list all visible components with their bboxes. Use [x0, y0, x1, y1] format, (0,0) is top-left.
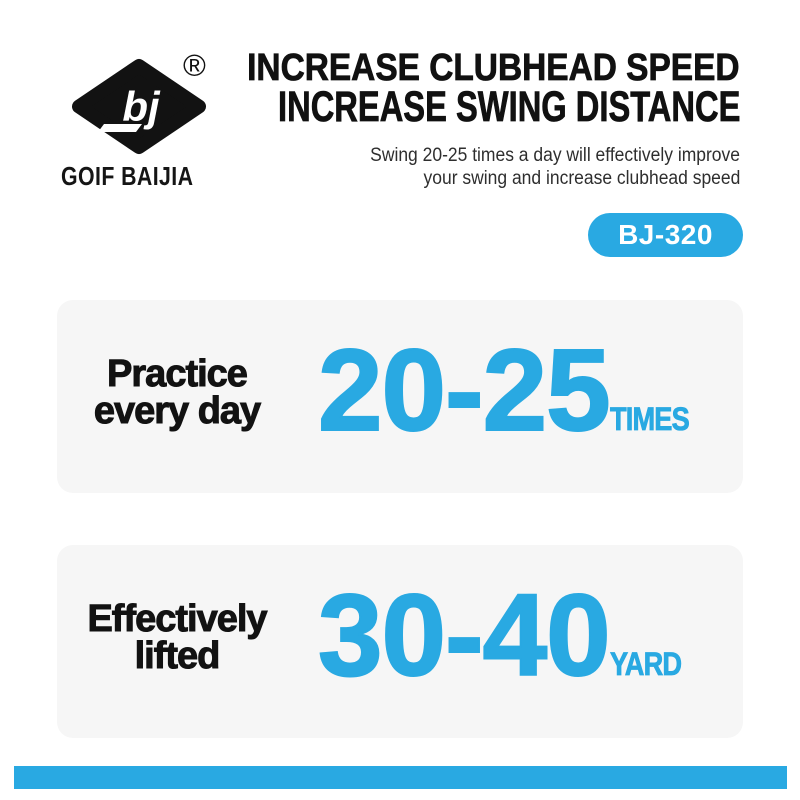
logo-monogram: bj — [122, 83, 161, 130]
stat-label-line-2: lifted — [134, 635, 221, 677]
footer-accent-bar — [14, 766, 787, 789]
stat-label-line-1: Effectively — [87, 598, 268, 640]
stat-label-line-2: every day — [93, 390, 261, 432]
brand-name: GOIF BAIJIA — [61, 161, 194, 191]
logo-underline-slash — [98, 124, 142, 132]
brand-diamond-logo-icon: bj — [72, 59, 206, 154]
subtitle-block: Swing 20-25 times a day will effectively… — [338, 144, 740, 190]
stat-value: 20-25 — [317, 325, 612, 455]
stat-label: Effectively lifted — [52, 598, 302, 677]
stat-label: Practice every day — [52, 353, 302, 432]
stat-card-practice: Practice every day 20-25 TIMES — [57, 300, 743, 493]
headline-line-2: INCREASE SWING DISTANCE — [277, 83, 740, 131]
stat-unit: YARD — [609, 646, 682, 682]
stat-label-line-1: Practice — [107, 353, 249, 395]
model-badge: BJ-320 — [588, 213, 743, 257]
stat-value: 30-40 — [317, 570, 612, 700]
stat-card-lifted: Effectively lifted 30-40 YARD — [57, 545, 743, 738]
registered-trademark-symbol: ® — [183, 48, 206, 83]
subtitle-line-1: Swing 20-25 times a day will effectively… — [370, 145, 740, 166]
subtitle-line-2: your swing and increase clubhead speed — [423, 168, 740, 189]
headline-line-1: INCREASE CLUBHEAD SPEED — [247, 47, 740, 89]
stat-figure: 20-25 TIMES — [317, 325, 702, 455]
stat-figure: 30-40 YARD — [317, 570, 693, 700]
stat-unit: TIMES — [609, 401, 689, 437]
headline-block: INCREASE CLUBHEAD SPEED INCREASE SWING D… — [132, 47, 740, 131]
